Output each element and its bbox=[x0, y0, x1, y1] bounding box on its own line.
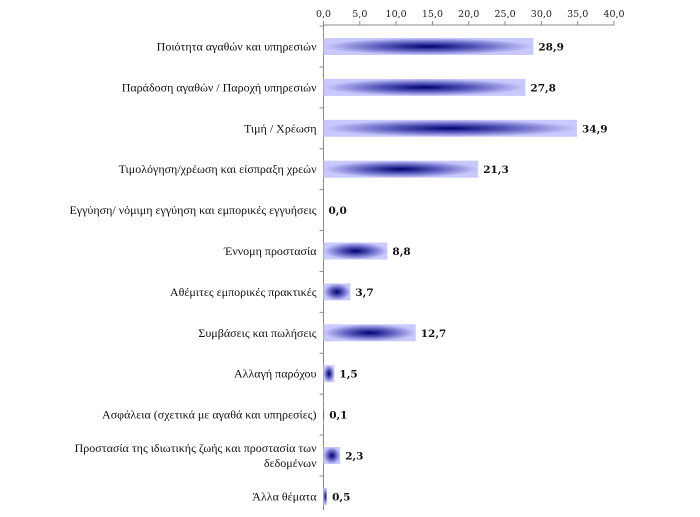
x-tick-label: 40,0 bbox=[603, 9, 624, 20]
data-label: 0,1 bbox=[329, 410, 347, 422]
category-label: Ποιότητα αγαθών και υπηρεσιών bbox=[157, 40, 317, 54]
data-label: 2,3 bbox=[345, 451, 363, 463]
category-label: Αθέμιτες εμπορικές πρακτικές bbox=[170, 285, 317, 299]
x-tick-label: 35,0 bbox=[567, 9, 588, 20]
x-tick-label: 10,0 bbox=[386, 9, 407, 20]
category-label: Παράδοση αγαθών / Παροχή υπηρεσιών bbox=[122, 80, 317, 94]
category-label: Αλλαγή παρόχου bbox=[234, 367, 317, 381]
data-label: 21,3 bbox=[483, 164, 509, 176]
bar bbox=[323, 447, 341, 464]
x-tick-label: 30,0 bbox=[531, 9, 552, 20]
x-tick-label: 15,0 bbox=[422, 9, 443, 20]
category-label: Προστασία της ιδιωτικής ζωής και προστασ… bbox=[75, 441, 317, 455]
category-label: Ασφάλεια (σχετικά με αγαθά και υπηρεσίες… bbox=[102, 408, 316, 422]
data-label: 1,5 bbox=[339, 369, 357, 381]
category-label: Τιμή / Χρέωση bbox=[244, 121, 317, 135]
data-label: 34,9 bbox=[582, 123, 608, 135]
data-label: 3,7 bbox=[355, 287, 373, 299]
bar bbox=[323, 487, 328, 505]
axis-layer: 0,0 5,0 10,0 15,0 20,0 25,0 30,0 35,0 40,0 bbox=[316, 9, 625, 510]
data-label: 0,0 bbox=[329, 205, 347, 217]
bars-layer bbox=[323, 38, 577, 505]
x-tick-label: 5,0 bbox=[352, 9, 367, 20]
bar bbox=[323, 365, 335, 383]
bar bbox=[323, 283, 351, 301]
x-tick-label: 0,0 bbox=[316, 9, 331, 20]
bar bbox=[323, 324, 416, 342]
bar bbox=[323, 38, 534, 55]
bar bbox=[323, 119, 577, 137]
x-tick-label: 20,0 bbox=[458, 9, 479, 20]
bar bbox=[323, 406, 325, 424]
data-label: 8,8 bbox=[392, 246, 410, 258]
data-label: 28,9 bbox=[538, 42, 564, 54]
bar bbox=[323, 242, 388, 260]
category-label: Συμβάσεις και πωλήσεις bbox=[198, 326, 316, 340]
bar bbox=[323, 78, 526, 96]
category-label: Άλλα θέματα bbox=[252, 489, 317, 503]
data-label: 0,5 bbox=[332, 491, 350, 503]
bar bbox=[323, 160, 479, 178]
labels-layer: Ποιότητα αγαθών και υπηρεσιών 28,9 Παράδοσ… bbox=[69, 40, 607, 504]
category-label: Τιμολόγηση/χρέωση και είσπραξη χρεών bbox=[119, 162, 317, 176]
data-label: 27,8 bbox=[530, 82, 556, 94]
category-label: Έννομη προστασία bbox=[223, 244, 317, 258]
category-label: Εγγύηση/ νόμιμη εγγύηση και εμπορικές εγ… bbox=[69, 203, 316, 217]
data-label: 12,7 bbox=[421, 328, 447, 340]
x-tick-label: 25,0 bbox=[494, 9, 515, 20]
category-label: δεδομένων bbox=[264, 456, 317, 470]
